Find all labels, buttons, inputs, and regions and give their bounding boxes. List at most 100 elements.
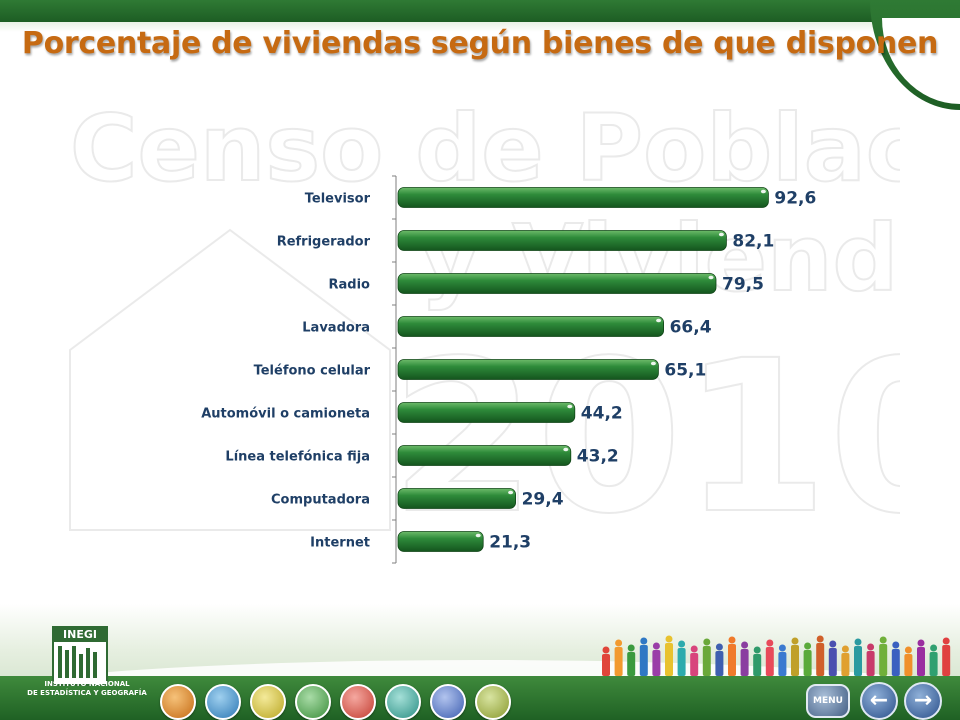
menu-button[interactable]: MENU [806,684,850,718]
person-head [728,636,736,644]
person-head [753,646,761,654]
bar [397,187,769,208]
people-group-icon[interactable] [295,684,331,720]
previous-button[interactable]: ← [860,682,898,720]
person-body [690,653,699,676]
inegi-logo-grid-icon [58,646,97,678]
person-head [652,642,660,650]
category-label: Teléfono celular [254,364,371,379]
bar-highlight [475,533,481,538]
person-body [879,644,888,676]
person-head [741,641,749,649]
bar-chart: Televisor Refrigerador Radio Lavadora Teléfo… [201,175,816,564]
person-body [602,654,610,676]
institution-name: INSTITUTO NACIONAL DE ESTADÍSTICA Y GEOG… [12,680,162,698]
bar-highlight [650,361,656,366]
y-axis-ticks [392,175,396,564]
people-silhouettes-decoration [602,635,951,676]
person-body [753,654,762,676]
value-label: 44,2 [581,404,623,424]
person-body [929,652,938,676]
person-body [765,647,774,676]
person-body [942,645,951,676]
person-body [866,651,875,676]
person-body [816,643,825,676]
person-head [615,639,623,647]
category-label: Refrigerador [277,235,371,250]
watermark-line1: Censo de Población [70,95,900,202]
bar-highlight [563,447,569,452]
bar-highlight [708,275,714,280]
top-band [0,0,960,22]
value-label: 29,4 [522,490,564,510]
person-head [917,639,925,647]
person-head [703,638,711,646]
value-label: 92,6 [774,189,816,209]
watermark-line2: y Vivienda [420,205,900,312]
person-body [791,645,799,676]
bar [397,402,576,423]
person-body [614,647,623,676]
person-body [677,648,686,676]
map-icon[interactable] [430,684,466,720]
watermark-line3: 2010 [390,315,900,550]
person-head [804,642,812,650]
person-body [828,648,837,676]
category-label: Computadora [271,493,370,508]
category-label: Lavadora [302,321,370,336]
person-head [904,646,912,654]
person-body [904,654,913,676]
inegi-logo-label: INEGI [54,628,106,642]
person-head [854,638,862,646]
document-icon[interactable] [475,684,511,720]
category-label: Internet [310,536,370,551]
category-labels: Televisor Refrigerador Radio Lavadora Teléfo… [201,192,370,551]
person-body [854,646,862,676]
home-services-icon[interactable] [385,684,421,720]
person-body [639,645,648,676]
bar-highlight [718,232,724,237]
person-body [803,650,812,676]
value-labels: 92,6 82,1 79,5 66,4 65,1 44,2 43,2 29,4 21,3 [489,189,816,553]
person-head [930,644,938,652]
value-label: 82,1 [732,232,774,252]
person-body [702,646,711,676]
watermark-house-shape [69,228,391,531]
value-label: 66,4 [670,318,712,338]
category-label: Automóvil o camioneta [201,407,370,422]
person-body [917,647,925,676]
person-head [829,640,837,648]
page-title: Porcentaje de viviendas según bienes de … [21,26,939,61]
next-button[interactable]: → [904,682,942,720]
bar [397,531,484,552]
person-head [816,635,824,643]
person-head [690,645,698,653]
bar-highlight [656,318,662,323]
house-icon[interactable] [340,684,376,720]
person-head [942,637,950,645]
value-label: 65,1 [664,361,706,381]
person-head [665,635,673,643]
person-body [627,652,636,676]
bar-highlight [508,490,514,495]
person-body [841,653,850,676]
person-icon[interactable] [205,684,241,720]
person-head [678,640,686,648]
bar [397,359,659,380]
person-head [778,644,786,652]
person-body [728,644,736,676]
value-label: 43,2 [577,447,619,467]
family-icon[interactable] [250,684,286,720]
population-icon[interactable] [160,684,196,720]
person-head [602,646,610,654]
category-label: Radio [329,278,371,293]
institution-line1: INSTITUTO NACIONAL [44,680,130,688]
bar-highlight [760,189,766,194]
person-body [665,643,673,676]
bars [397,187,769,552]
category-label: Línea telefónica fija [225,450,370,465]
bar [397,488,516,509]
bar [397,445,572,466]
category-label: Televisor [305,192,371,207]
person-body [891,649,900,676]
